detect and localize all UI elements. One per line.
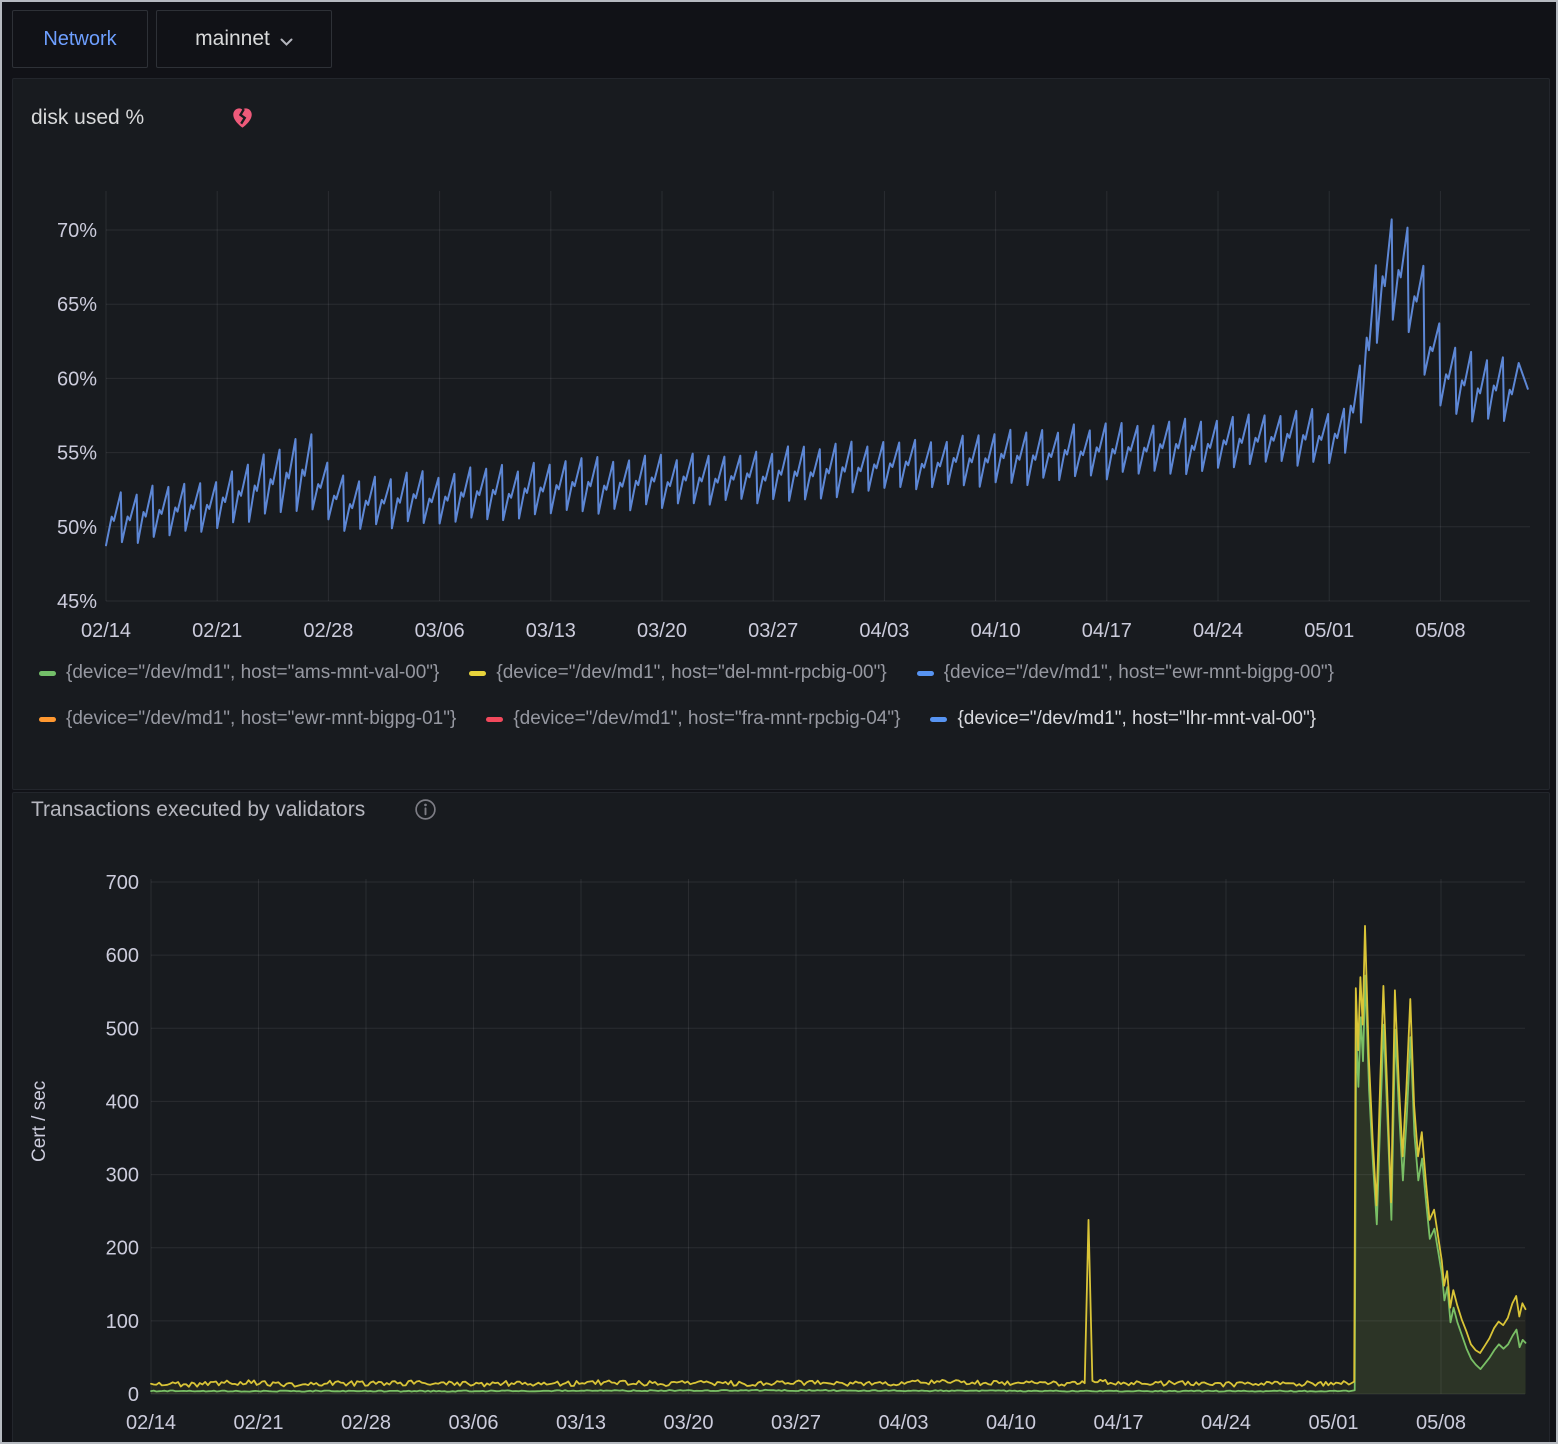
legend-series-swatch — [930, 716, 948, 722]
legend-item[interactable]: {device="/dev/md1", host="del-mnt-rpcbig… — [469, 659, 887, 687]
x-tick-label: 03/06 — [448, 1412, 498, 1434]
x-tick-label: 03/27 — [771, 1412, 821, 1434]
y-tick-label: 300 — [106, 1165, 139, 1187]
x-tick-label: 04/17 — [1082, 620, 1132, 642]
y-tick-label: 100 — [106, 1311, 139, 1333]
disk-used-chart[interactable]: 45% 50% 55% 60% 65% 70% 02/14 02/21 02/28 03/06 03… — [13, 171, 1549, 651]
legend-series-swatch — [486, 716, 504, 722]
x-tick-label: 02/28 — [341, 1412, 391, 1434]
info-icon[interactable] — [413, 797, 438, 827]
x-tick-label: 02/14 — [81, 620, 131, 642]
series-fill-yellow — [151, 925, 1526, 1394]
y-tick-label: 600 — [106, 945, 139, 967]
x-tick-label: 05/08 — [1415, 620, 1465, 642]
legend-item[interactable]: {device="/dev/md1", host="ewr-mnt-bigpg-… — [39, 705, 456, 733]
x-tick-label: 03/20 — [663, 1412, 713, 1434]
legend-series-label: {device="/dev/md1", host="del-mnt-rpcbig… — [496, 662, 887, 683]
legend-item[interactable]: {device="/dev/md1", host="lhr-mnt-val-00… — [930, 705, 1316, 733]
legend-series-swatch — [39, 716, 56, 722]
legend-series-swatch — [39, 670, 56, 676]
x-tick-label: 05/08 — [1416, 1412, 1466, 1434]
y-tick-label: 400 — [106, 1091, 139, 1113]
legend-series-label: {device="/dev/md1", host="ams-mnt-val-00… — [66, 662, 440, 683]
x-tick-label: 02/14 — [126, 1412, 176, 1434]
network-label-text: Network — [43, 27, 117, 50]
x-tick-label: 02/28 — [303, 620, 353, 642]
legend-series-label: {device="/dev/md1", host="ewr-mnt-bigpg-… — [66, 708, 457, 729]
legend-item[interactable]: {device="/dev/md1", host="fra-mnt-rpcbig… — [486, 705, 900, 733]
legend-series-label: {device="/dev/md1", host="lhr-mnt-val-00… — [957, 708, 1317, 729]
x-tick-label: 03/27 — [748, 620, 798, 642]
x-tick-label: 04/03 — [878, 1412, 928, 1434]
network-variable-select[interactable]: mainnet — [156, 10, 332, 68]
y-tick-label: 500 — [106, 1018, 139, 1040]
x-tick-label: 04/10 — [971, 620, 1021, 642]
x-tick-label: 04/17 — [1093, 1412, 1143, 1434]
legend-item[interactable]: {device="/dev/md1", host="ams-mnt-val-00… — [39, 659, 439, 687]
y-tick-label: 55% — [57, 443, 97, 465]
y-tick-label: 45% — [57, 591, 97, 613]
alert-broken-heart-icon — [229, 104, 256, 136]
x-tick-label: 05/01 — [1304, 620, 1354, 642]
x-tick-label: 04/10 — [986, 1412, 1036, 1434]
transactions-chart[interactable]: 0 100 200 300 400 500 600 700 02/14 02/21 02/28 03/… — [13, 861, 1549, 1444]
network-variable-label: Network — [12, 10, 148, 68]
x-tick-label: 03/13 — [556, 1412, 606, 1434]
y-tick-label: 70% — [57, 220, 97, 242]
x-tick-label: 03/06 — [415, 620, 465, 642]
network-value-text: mainnet — [195, 27, 270, 50]
legend-item[interactable]: {device="/dev/md1", host="ewr-mnt-bigpg-… — [916, 659, 1335, 687]
disk-used-series-line — [105, 218, 1529, 547]
x-tick-label: 05/01 — [1308, 1412, 1358, 1434]
x-tick-label: 03/13 — [526, 620, 576, 642]
series-line-yellow — [150, 925, 1527, 1388]
legend-series-swatch — [916, 670, 934, 676]
series-line-green — [150, 974, 1527, 1393]
x-tick-label: 03/20 — [637, 620, 687, 642]
x-tick-label: 02/21 — [233, 1412, 283, 1434]
legend-series-label: {device="/dev/md1", host="ewr-mnt-bigpg-… — [943, 662, 1335, 683]
disk-panel-title[interactable]: disk used % — [31, 106, 145, 129]
disk-used-panel: disk used % 45% 50% 55% 60% 65% 70% 02/14 02/21… — [12, 78, 1550, 790]
y-tick-label: 700 — [106, 872, 139, 894]
legend: {device="/dev/md1", host="ams-mnt-val-00… — [39, 659, 1529, 733]
y-tick-label: 200 — [106, 1238, 139, 1260]
x-tick-label: 04/24 — [1201, 1412, 1251, 1434]
y-tick-label: 0 — [128, 1384, 139, 1406]
legend-series-swatch — [469, 670, 487, 676]
chevron-down-icon — [280, 29, 293, 53]
y-tick-label: 50% — [57, 517, 97, 539]
series-fill-green — [151, 975, 1526, 1394]
transactions-panel: Transactions executed by validators Cert… — [12, 792, 1550, 1444]
tx-panel-title[interactable]: Transactions executed by validators — [31, 798, 366, 821]
x-tick-label: 02/21 — [192, 620, 242, 642]
x-tick-label: 04/03 — [859, 620, 909, 642]
y-tick-label: 60% — [57, 368, 97, 390]
x-tick-label: 04/24 — [1193, 620, 1243, 642]
legend-series-label: {device="/dev/md1", host="fra-mnt-rpcbig… — [513, 708, 901, 729]
y-tick-label: 65% — [57, 294, 97, 316]
